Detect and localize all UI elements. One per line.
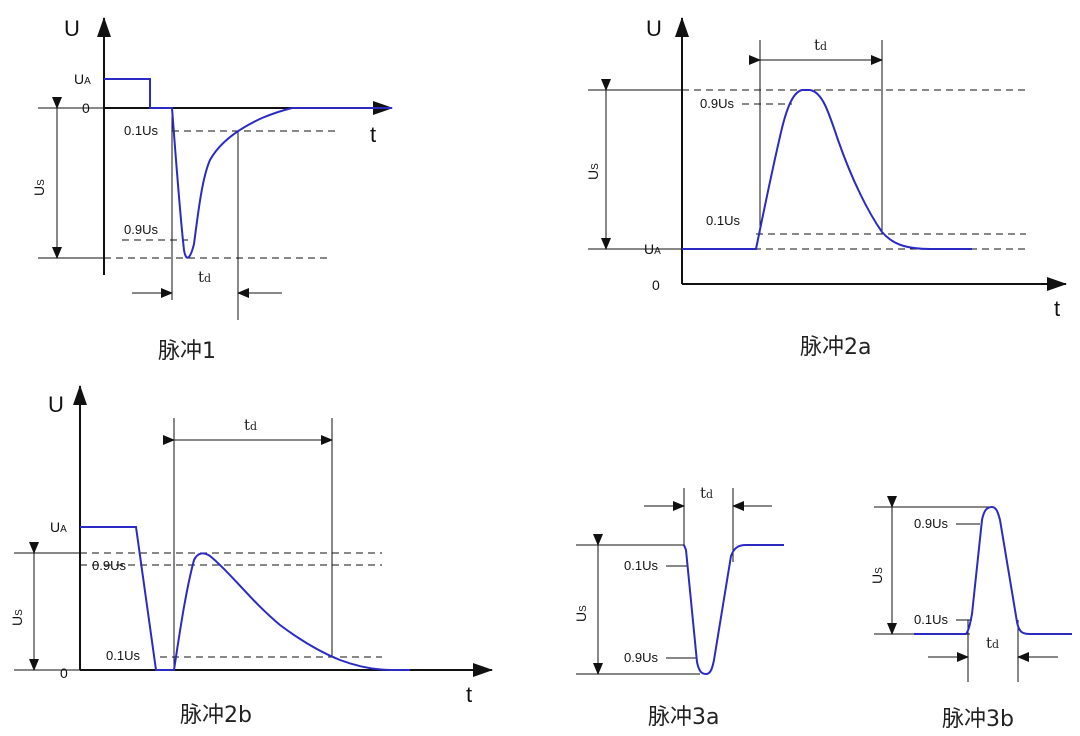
pulse-2b-us-label: US [9,609,25,626]
pulse-3b-waveform [914,505,1072,635]
pulse-1-diagram: U t UA 0 US 0.1Us 0.9Us td 脉冲1 [31,16,393,364]
pulse-1-09us-label: 0.9Us [124,222,158,237]
pulse-2b-waveform [80,526,410,671]
pulse-1-td-label: td [198,268,211,286]
pulse-3b-td-label: td [986,634,999,652]
pulse-1-t-label: t [370,122,376,147]
pulse-2a-caption: 脉冲2a [800,335,871,360]
pulse-2b-09us-label: 0.9Us [92,558,126,573]
pulse-1-caption: 脉冲1 [158,339,216,364]
pulse-2a-01us-label: 0.1Us [706,213,740,228]
pulse-3b-us-label: US [869,567,885,584]
pulse-2b-caption: 脉冲2b [180,703,252,728]
pulse-3b-09us-label: 0.9Us [914,516,948,531]
pulse-2b-zero-label: 0 [60,665,68,681]
pulse-3b-diagram: US 0.9Us 0.1Us td 脉冲3b [869,496,1072,732]
pulse-3b-01us-label: 0.1Us [914,612,948,627]
pulse-3a-waveform [683,544,784,676]
pulse-3a-td-label: td [700,484,713,502]
pulse-2b-t-label: t [466,682,472,707]
pulse-2a-diagram: U t 0 US UA 0.9Us 0.1Us td 脉冲2a [585,16,1067,360]
pulse-3a-09us-label: 0.9Us [624,650,658,665]
pulse-2b-u-label: U [48,392,64,417]
pulse-1-u-label: U [64,16,80,41]
pulse-3b-caption: 脉冲3b [942,707,1014,732]
pulse-2a-us-label: US [585,163,601,180]
pulse-2a-u-label: U [646,16,662,41]
pulse-2a-td-label: td [814,36,827,54]
pulse-3a-01us-label: 0.1Us [624,558,658,573]
pulse-1-us-label: US [31,179,47,196]
pulse-1-waveform [104,78,392,259]
pulse-3a-diagram: US 0.1Us 0.9Us td 脉冲3a [573,484,784,730]
pulse-2b-diagram: U t UA 0 US 0.9Us 0.1Us td 脉冲2b [9,385,493,728]
pulse-3a-caption: 脉冲3a [648,705,719,730]
pulse-2b-td-label: td [244,416,257,434]
pulse-2a-waveform [682,89,972,250]
pulse-2a-zero-label: 0 [652,277,660,293]
pulse-2b-ua-label: UA [50,519,67,535]
pulse-2a-t-label: t [1054,296,1060,321]
pulse-2a-ua-label: UA [644,241,661,257]
pulse-3a-us-label: US [573,605,589,622]
pulse-1-01us-label: 0.1Us [124,123,158,138]
pulse-1-ua-label: UA [74,71,91,87]
pulse-2b-01us-label: 0.1Us [106,648,140,663]
pulse-2a-09us-label: 0.9Us [700,96,734,111]
